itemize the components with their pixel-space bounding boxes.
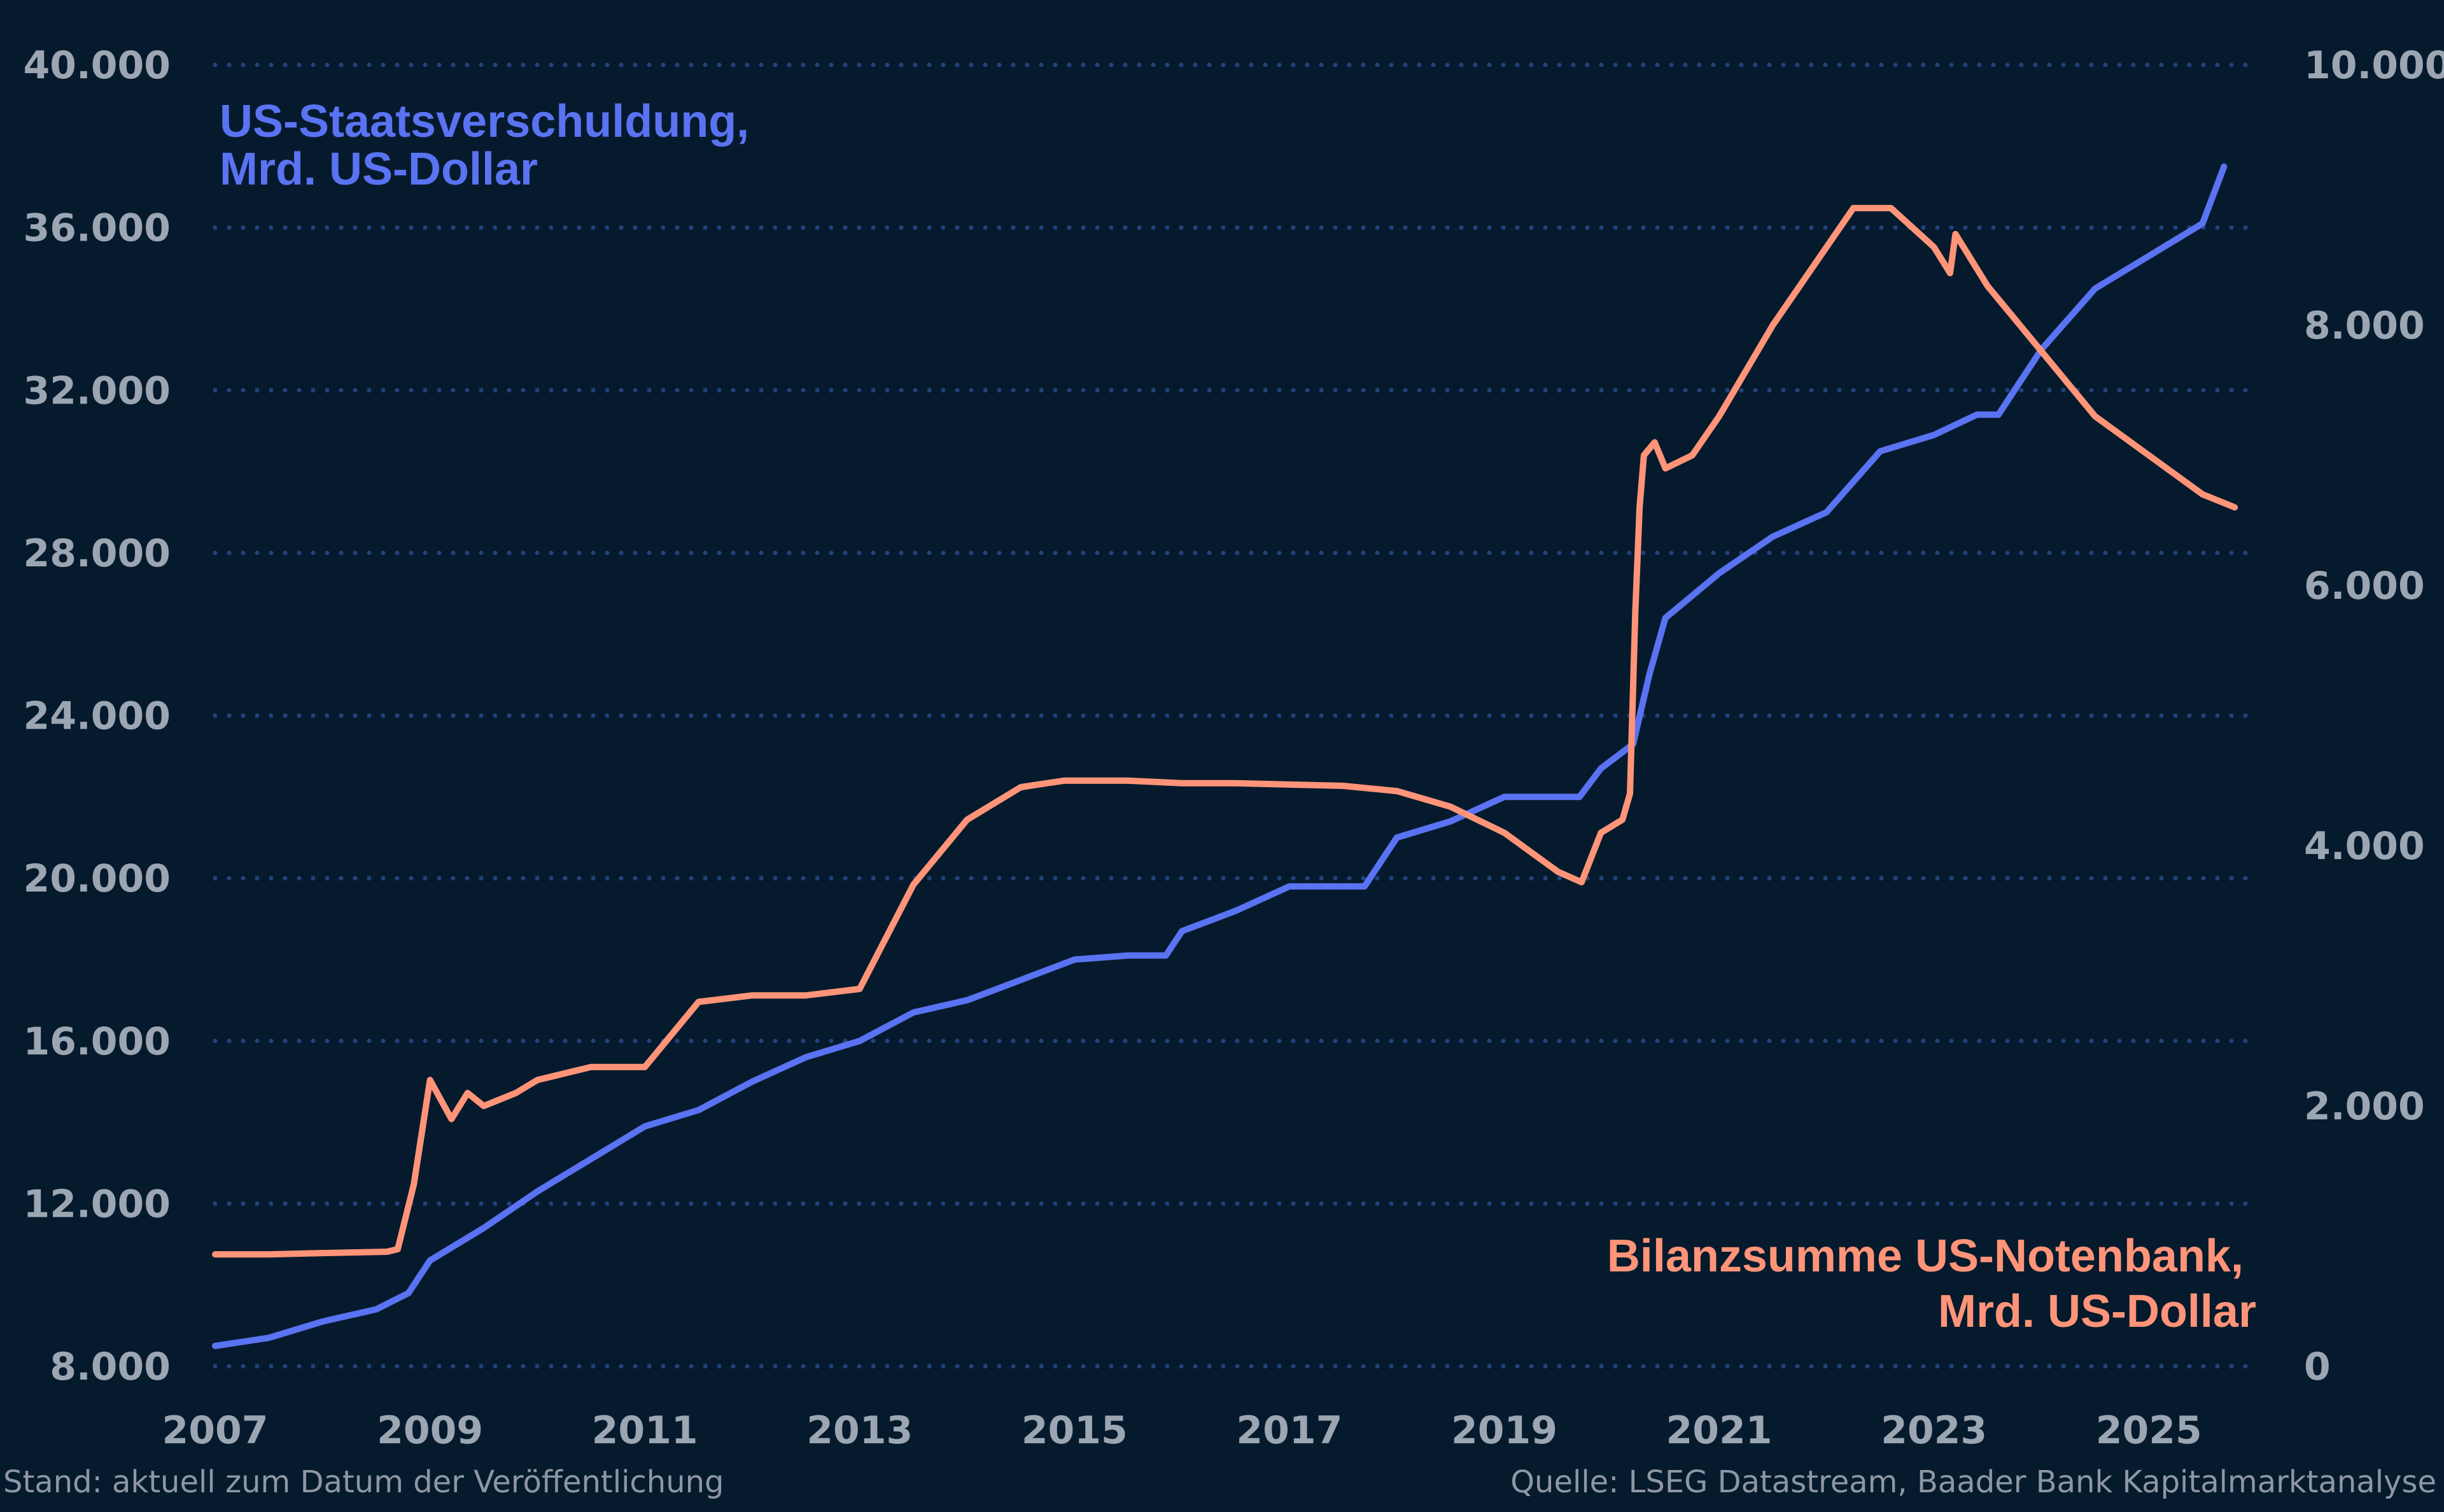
right-axis-tick-label: 2.000 [2304,1084,2425,1129]
right-axis-tick-label: 8.000 [2304,304,2425,348]
x-axis-tick-label: 2007 [162,1408,269,1453]
x-axis-tick-label: 2023 [1881,1408,1987,1453]
left-axis-tick-label: 28.000 [23,531,171,576]
series-lines [212,163,2238,1349]
gridlines [213,62,2259,1369]
left-axis-tick-labels: 8.000 12.000 16.000 20.000 24.000 28.000 32.00… [23,43,171,1389]
left-axis-tick-label: 8.000 [50,1345,171,1389]
x-axis-tick-label: 2021 [1666,1408,1773,1453]
series-label-debt: US-Staatsverschuldung, Mrd. US-Dollar [220,96,762,195]
x-axis-tick-label: 2025 [2096,1408,2202,1453]
left-axis-tick-label: 24.000 [23,694,171,739]
x-axis-tick-labels: 2007 2009 2011 2013 2015 2017 2019 2021 2023 2025 [162,1408,2202,1453]
series-label-debt-line-1: US-Staatsverschuldung, [220,96,749,147]
series-line-fed [212,205,2238,1258]
x-axis-tick-label: 2013 [806,1408,913,1453]
x-axis-tick-label: 2017 [1236,1408,1342,1453]
series-label-fed-line-2: Mrd. US-Dollar [1938,1286,2256,1337]
right-axis-tick-label: 6.000 [2304,564,2425,608]
series-label-fed-line-1: Bilanzsumme US-Notenbank, [1607,1231,2244,1282]
x-axis-tick-label: 2011 [592,1408,698,1453]
footer-right: Quelle: LSEG Datastream, Baader Bank Kap… [1510,1464,2436,1500]
footer-left: Stand: aktuell zum Datum der Veröffentli… [3,1464,724,1500]
left-axis-tick-label: 32.000 [23,368,171,413]
right-axis-tick-labels: 0 2.000 4.000 6.000 8.000 10.000 [2304,43,2444,1389]
left-axis-tick-label: 12.000 [23,1182,171,1226]
x-axis-tick-label: 2015 [1022,1408,1128,1453]
left-axis-tick-label: 20.000 [23,857,171,901]
x-axis-tick-label: 2009 [377,1408,483,1453]
right-axis-tick-label: 10.000 [2304,43,2444,88]
series-label-debt-line-2: Mrd. US-Dollar [220,144,538,195]
right-axis-tick-label: 4.000 [2304,824,2425,869]
left-axis-tick-label: 16.000 [23,1019,171,1064]
series-line-debt [212,163,2228,1349]
x-axis-tick-label: 2019 [1451,1408,1557,1453]
left-axis-tick-label: 40.000 [23,43,171,88]
left-axis-tick-label: 36.000 [23,206,171,251]
right-axis-tick-label: 0 [2304,1345,2331,1389]
series-label-fed: Bilanzsumme US-Notenbank, Mrd. US-Dollar [1607,1231,2256,1337]
